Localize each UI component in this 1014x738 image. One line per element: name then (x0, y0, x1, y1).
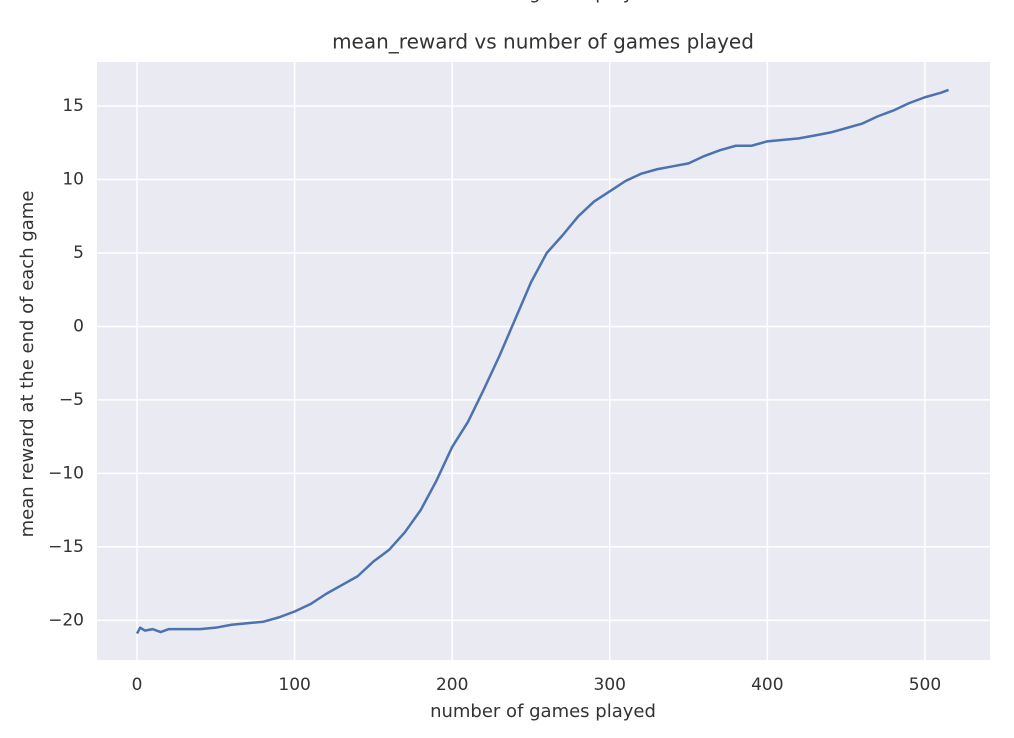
y-tick-label: −20 (48, 610, 84, 630)
plot-area (97, 62, 990, 660)
x-tick-label: 0 (132, 675, 143, 695)
x-tick-label: 100 (278, 675, 310, 695)
y-tick-label: −5 (59, 390, 84, 410)
x-axis-label: number of games played (430, 701, 656, 722)
y-axis-label: mean reward at the end of each game (17, 191, 38, 538)
x-tick-label: 200 (436, 675, 468, 695)
y-tick-label: 15 (62, 96, 84, 116)
x-tick-label: 400 (751, 675, 783, 695)
y-tick-label: 5 (73, 243, 84, 263)
y-tick-label: 0 (73, 316, 84, 336)
chart-title: mean_reward vs number of games played (332, 30, 754, 54)
y-tick-label: −10 (48, 463, 84, 483)
x-tick-label: 300 (594, 675, 626, 695)
clipped-label: number of games played (430, 0, 656, 4)
data-line (135, 88, 949, 635)
x-tick-label: 500 (909, 675, 941, 695)
y-tick-label: −15 (48, 537, 84, 557)
y-tick-label: 10 (62, 170, 84, 190)
